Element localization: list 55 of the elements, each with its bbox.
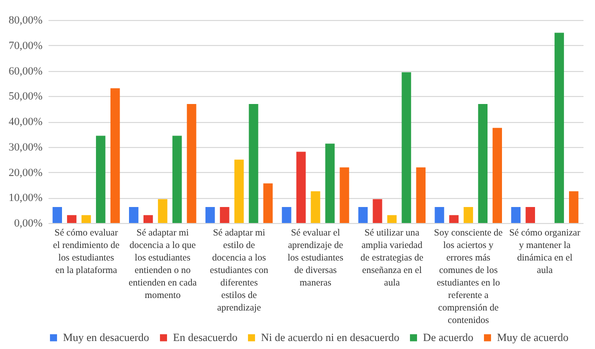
x-tick-label: Sé adaptar mi docencia a lo que los estudiantes entienden o no entienden en cada momento bbox=[128, 228, 198, 301]
bar bbox=[158, 199, 168, 223]
bar bbox=[416, 167, 426, 223]
x-tick-label: Sé evaluar el aprendizaje de los estudiantes de diversas maneras bbox=[288, 228, 344, 288]
bar bbox=[340, 167, 350, 223]
bar bbox=[186, 104, 196, 223]
bar bbox=[310, 191, 320, 223]
bar bbox=[449, 215, 459, 223]
bar bbox=[296, 152, 306, 223]
y-tick-label: 60,00% bbox=[8, 65, 42, 78]
y-tick-label: 70,00% bbox=[8, 40, 42, 52]
legend-label: De acuerdo bbox=[423, 332, 474, 344]
y-tick-label: 80,00% bbox=[8, 14, 42, 26]
bar bbox=[248, 104, 258, 223]
bar bbox=[478, 104, 488, 223]
legend-label: Muy de acuerdo bbox=[497, 332, 569, 344]
bar bbox=[402, 72, 412, 223]
bar bbox=[526, 207, 536, 223]
bar bbox=[358, 207, 368, 223]
bar bbox=[434, 207, 444, 223]
bar bbox=[282, 207, 292, 223]
bar bbox=[372, 199, 382, 223]
x-tick-label: Sé cómo organizar y mantener la dinámica en el aula bbox=[509, 228, 582, 276]
y-tick-label: 10,00% bbox=[8, 192, 42, 204]
bar bbox=[96, 136, 106, 223]
y-tick-label: 0,00% bbox=[14, 218, 42, 230]
legend-label: En desacuerdo bbox=[173, 332, 238, 344]
bar bbox=[263, 183, 273, 223]
y-tick-label: 50,00% bbox=[8, 90, 42, 103]
bar bbox=[67, 215, 76, 223]
x-tick-label: Soy consciente de los aciertos y errores más comunes de los estudiantes en lo referente a comprensión de contenidos bbox=[434, 228, 503, 326]
bar bbox=[387, 215, 397, 223]
y-tick-label: 20,00% bbox=[8, 166, 42, 179]
bar bbox=[205, 207, 215, 223]
bar bbox=[52, 207, 62, 223]
bar bbox=[569, 191, 578, 223]
bar bbox=[129, 207, 138, 223]
bar bbox=[464, 207, 474, 223]
bar bbox=[492, 128, 502, 223]
y-tick-label: 40,00% bbox=[8, 116, 42, 128]
bar bbox=[143, 215, 153, 223]
bar bbox=[220, 207, 230, 223]
y-tick-label: 30,00% bbox=[8, 141, 42, 154]
bar bbox=[172, 136, 182, 223]
bar bbox=[82, 215, 91, 223]
x-tick-label: Sé utilizar una amplia variedad de estrategias de enseñanza en el aula bbox=[360, 228, 424, 288]
bar bbox=[234, 160, 244, 223]
bar bbox=[554, 32, 564, 223]
bar bbox=[110, 88, 120, 223]
x-tick-label: Sé adaptar mi estilo de docencia a los estudiantes con diferentes estilos de aprendizaje bbox=[210, 228, 268, 314]
legend-label: Ni de acuerdo ni en desacuerdo bbox=[261, 332, 400, 344]
bar bbox=[511, 207, 521, 223]
legend-label: Muy en desacuerdo bbox=[63, 332, 150, 344]
x-tick-label: Sé cómo evaluar el rendimiento de los estudiantes en la plataforma bbox=[52, 228, 120, 276]
bar bbox=[325, 144, 335, 223]
